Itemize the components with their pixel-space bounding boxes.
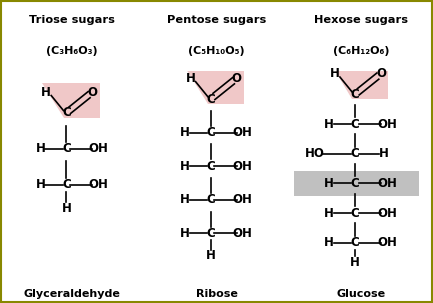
Text: H: H [324,118,334,131]
Text: OH: OH [233,126,252,139]
Text: C: C [351,88,359,101]
Text: C: C [62,178,71,191]
Text: H: H [36,142,45,155]
Text: H: H [61,201,71,215]
Text: C: C [62,142,71,155]
Text: H: H [350,255,360,268]
Text: Glucose: Glucose [336,289,385,299]
Text: (C₆H₁₂O₆): (C₆H₁₂O₆) [333,46,389,56]
Text: H: H [180,126,190,139]
Text: H: H [330,67,340,80]
Text: OH: OH [233,227,252,240]
Text: Hexose sugars: Hexose sugars [314,15,408,25]
Text: OH: OH [88,142,108,155]
Text: OH: OH [377,118,397,131]
Text: H: H [379,147,389,160]
Text: C: C [351,177,359,190]
Text: Pentose sugars: Pentose sugars [167,15,266,25]
Text: H: H [180,193,190,206]
Polygon shape [330,64,388,99]
Text: H: H [186,72,195,85]
Text: C: C [351,147,359,160]
Text: OH: OH [377,177,397,190]
Text: H: H [41,85,51,98]
Text: OH: OH [377,207,397,220]
Polygon shape [186,69,244,104]
Text: H: H [206,249,216,262]
Polygon shape [294,171,419,196]
Text: H: H [36,178,45,191]
Text: Triose sugars: Triose sugars [29,15,115,25]
Text: O: O [87,85,97,98]
Text: OH: OH [88,178,108,191]
Text: H: H [324,236,334,249]
Text: C: C [351,118,359,131]
Text: Ribose: Ribose [196,289,237,299]
Text: H: H [324,177,334,190]
Text: C: C [351,236,359,249]
Text: Glyceraldehyde: Glyceraldehyde [24,289,121,299]
Text: C: C [207,193,215,206]
Text: C: C [351,207,359,220]
Text: OH: OH [233,193,252,206]
Text: OH: OH [377,236,397,249]
Polygon shape [42,83,100,118]
Text: C: C [207,126,215,139]
Text: OH: OH [233,160,252,173]
Text: O: O [232,72,242,85]
Text: H: H [180,227,190,240]
Text: (C₃H₆O₃): (C₃H₆O₃) [46,46,98,56]
Text: C: C [207,160,215,173]
Text: H: H [180,160,190,173]
Text: O: O [376,67,386,80]
Text: C: C [207,92,215,105]
Text: C: C [62,106,71,119]
Text: H: H [324,207,334,220]
Text: HO: HO [305,147,325,160]
Text: C: C [207,227,215,240]
Text: (C₅H₁₀O₅): (C₅H₁₀O₅) [188,46,245,56]
